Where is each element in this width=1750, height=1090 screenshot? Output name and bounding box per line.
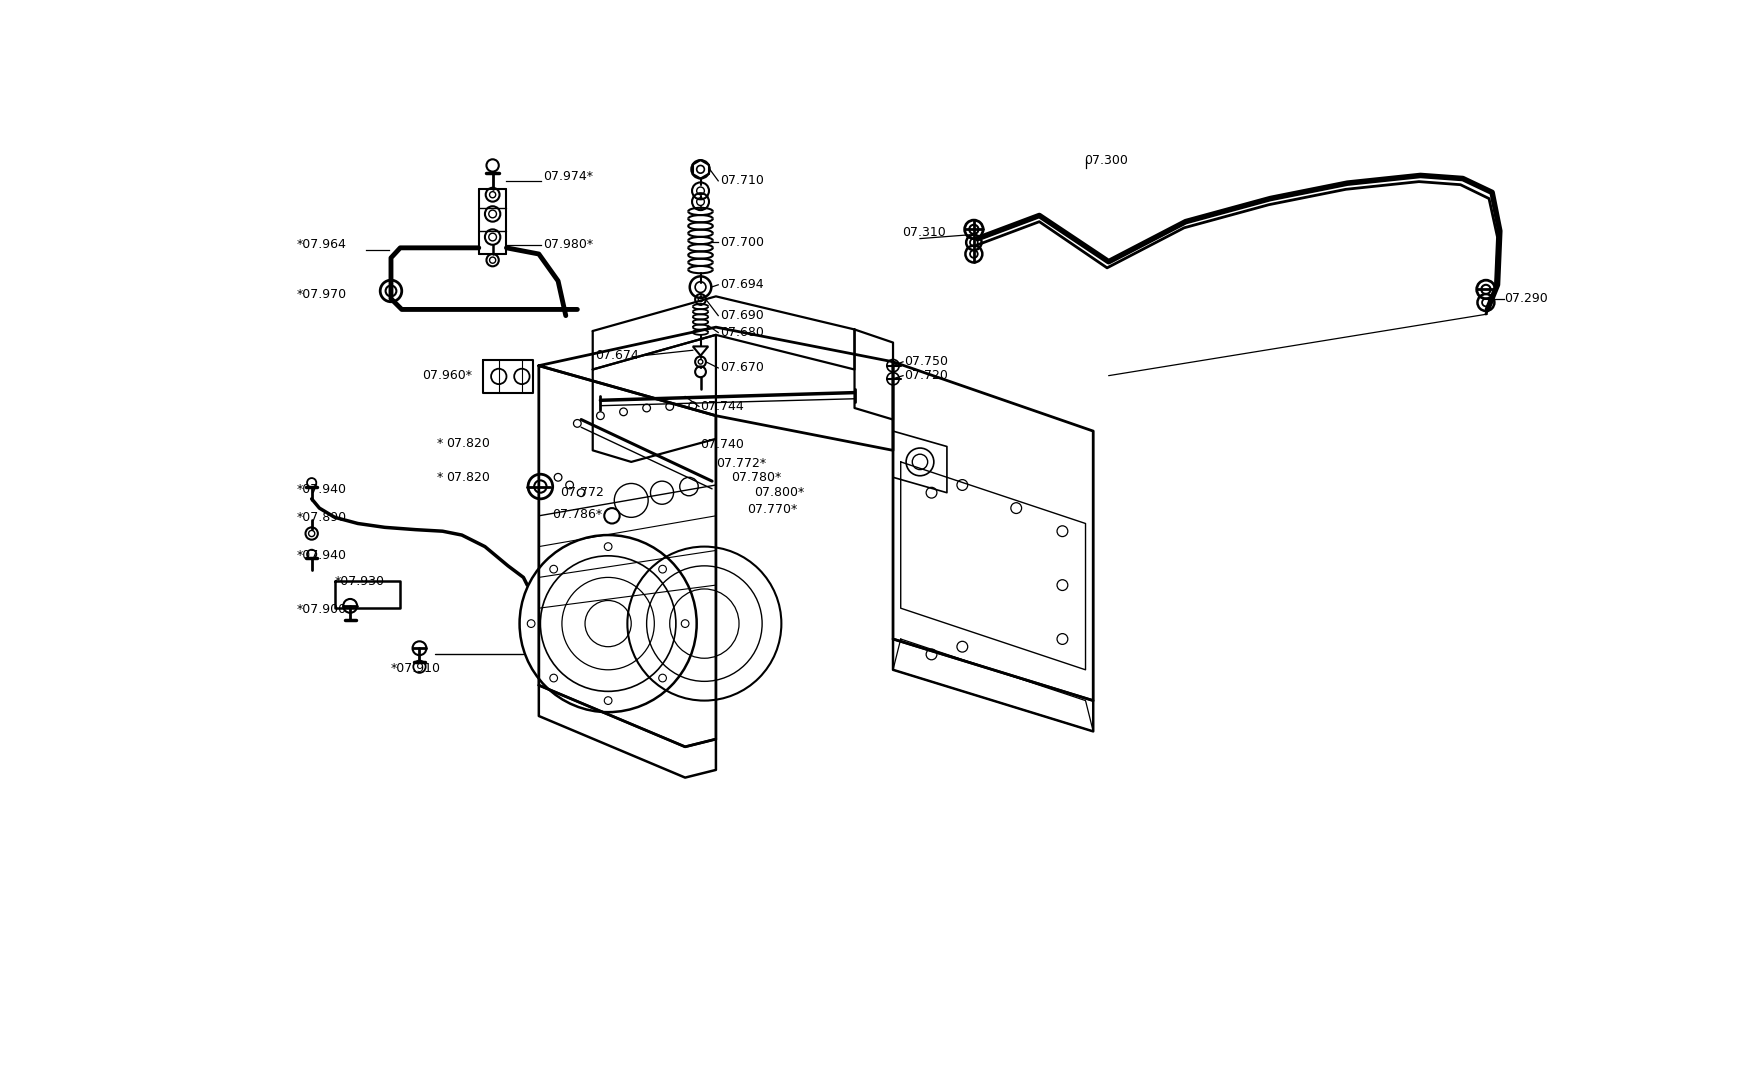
- Text: 07.674: 07.674: [595, 349, 639, 362]
- Text: *07.970: *07.970: [296, 288, 346, 301]
- Text: *07.940: *07.940: [296, 483, 346, 496]
- Text: 07.744: 07.744: [700, 400, 744, 413]
- Text: *07.930: *07.930: [334, 574, 385, 588]
- Text: *: *: [436, 471, 443, 484]
- Text: *: *: [436, 437, 443, 450]
- Text: 07.980*: 07.980*: [542, 239, 593, 252]
- Text: 07.310: 07.310: [903, 226, 947, 239]
- Text: 07.960*: 07.960*: [422, 370, 473, 383]
- Text: 07.670: 07.670: [719, 362, 763, 375]
- Text: 07.290: 07.290: [1503, 292, 1547, 305]
- Text: 07.740: 07.740: [700, 438, 744, 451]
- Text: 07.772: 07.772: [560, 486, 604, 499]
- Text: 07.750: 07.750: [905, 355, 948, 368]
- Text: 07.694: 07.694: [719, 278, 763, 291]
- Text: *07.900: *07.900: [296, 603, 346, 616]
- Text: 07.820: 07.820: [446, 471, 490, 484]
- Text: 07.770*: 07.770*: [747, 504, 796, 517]
- Text: *07.890: *07.890: [296, 511, 346, 524]
- Text: 07.680: 07.680: [719, 326, 763, 339]
- Text: *07.910: *07.910: [390, 662, 441, 675]
- Text: *07.964: *07.964: [296, 239, 346, 252]
- Text: 07.800*: 07.800*: [754, 486, 805, 499]
- Text: 07.720: 07.720: [905, 370, 948, 383]
- Text: 07.780*: 07.780*: [732, 471, 782, 484]
- Text: 07.772*: 07.772*: [716, 457, 766, 470]
- Text: 07.700: 07.700: [719, 235, 763, 249]
- Text: 07.820: 07.820: [446, 437, 490, 450]
- Text: 07.690: 07.690: [719, 310, 763, 323]
- Text: 07.786*: 07.786*: [551, 508, 602, 521]
- Text: 07.300: 07.300: [1083, 154, 1127, 167]
- Text: *07.940: *07.940: [296, 549, 346, 562]
- Text: 07.974*: 07.974*: [542, 170, 593, 183]
- Text: 07.710: 07.710: [719, 174, 763, 187]
